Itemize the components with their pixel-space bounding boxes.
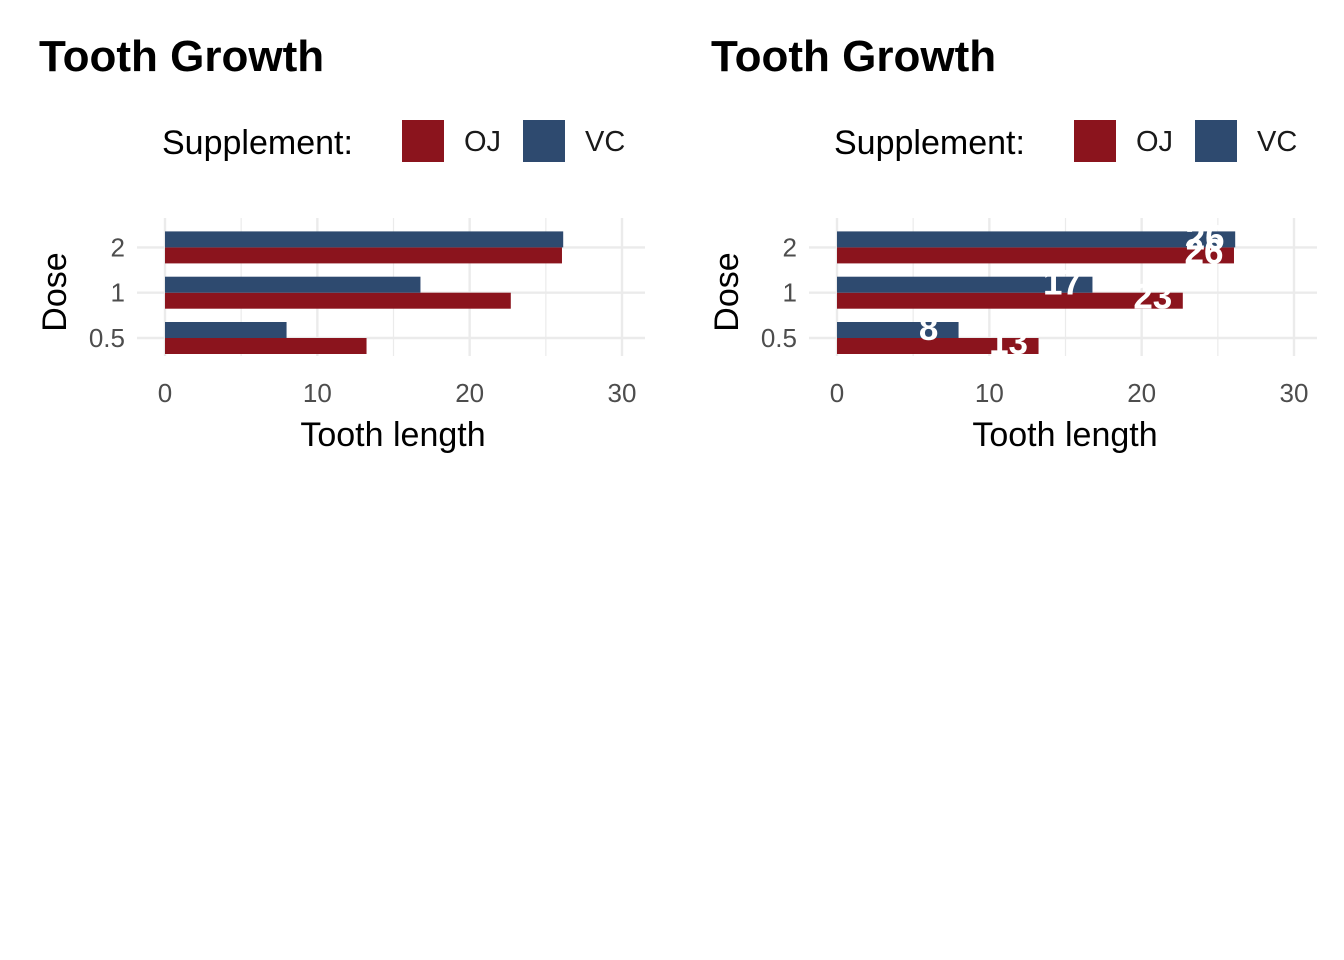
bar-vc xyxy=(165,276,421,293)
bar-oj xyxy=(837,338,1039,354)
bar-value-label: 8 xyxy=(919,309,938,348)
x-tick-label: 30 xyxy=(608,378,637,408)
bar-value-label: 23 xyxy=(1133,278,1172,317)
y-tick-label: 1 xyxy=(783,278,797,308)
legend-label-vc: VC xyxy=(1257,126,1298,158)
x-tick-label: 20 xyxy=(455,378,484,408)
y-tick-label: 2 xyxy=(783,232,797,262)
y-axis-title: Dose xyxy=(36,252,74,331)
bar-value-label: 26 xyxy=(1185,232,1224,271)
legend-key-vc xyxy=(1195,120,1237,162)
bar-oj xyxy=(837,247,1234,264)
y-tick-label: 0.5 xyxy=(89,323,125,353)
y-tick-label: 0.5 xyxy=(761,323,797,353)
bar-vc xyxy=(837,231,1236,248)
chart-panel-right: Tooth Growth Supplement: OJ VC 13 23 26 8 17… xyxy=(672,0,1344,480)
legend-label-oj: OJ xyxy=(1136,126,1174,158)
bar-vc xyxy=(837,276,1093,293)
legend-key-oj xyxy=(1074,120,1116,162)
x-axis-title: Tooth length xyxy=(300,416,485,454)
x-tick-label: 10 xyxy=(975,378,1004,408)
bar-vc xyxy=(165,322,287,338)
bar-value-label: 17 xyxy=(1043,264,1082,303)
x-tick-label: 20 xyxy=(1127,378,1156,408)
bar-oj xyxy=(165,338,367,354)
bar-vc xyxy=(165,231,564,248)
y-axis-title: Dose xyxy=(708,252,746,331)
bar-oj xyxy=(837,292,1183,309)
x-tick-label: 30 xyxy=(1280,378,1309,408)
bar-oj xyxy=(165,292,511,309)
legend-title: Supplement: xyxy=(834,124,1025,162)
chart-panel-left: Tooth Growth Supplement: OJ VC 0.5 1 2 0 10 2… xyxy=(0,0,672,480)
bar-vc xyxy=(837,322,959,338)
x-tick-label: 10 xyxy=(303,378,332,408)
x-tick-label: 0 xyxy=(830,378,844,408)
y-tick-label: 1 xyxy=(111,278,125,308)
legend-label-vc: VC xyxy=(585,126,626,158)
bar-oj xyxy=(165,247,562,264)
y-tick-label: 2 xyxy=(111,232,125,262)
chart-title: Tooth Growth xyxy=(711,32,997,81)
x-axis-title: Tooth length xyxy=(972,416,1157,454)
legend-key-oj xyxy=(402,120,444,162)
x-tick-label: 0 xyxy=(158,378,172,408)
chart-title: Tooth Growth xyxy=(39,32,325,81)
bar-value-label: 13 xyxy=(989,323,1028,362)
legend-title: Supplement: xyxy=(162,124,353,162)
bar-value-label: 26 xyxy=(1186,218,1225,257)
legend-label-oj: OJ xyxy=(464,126,502,158)
legend-key-vc xyxy=(523,120,565,162)
